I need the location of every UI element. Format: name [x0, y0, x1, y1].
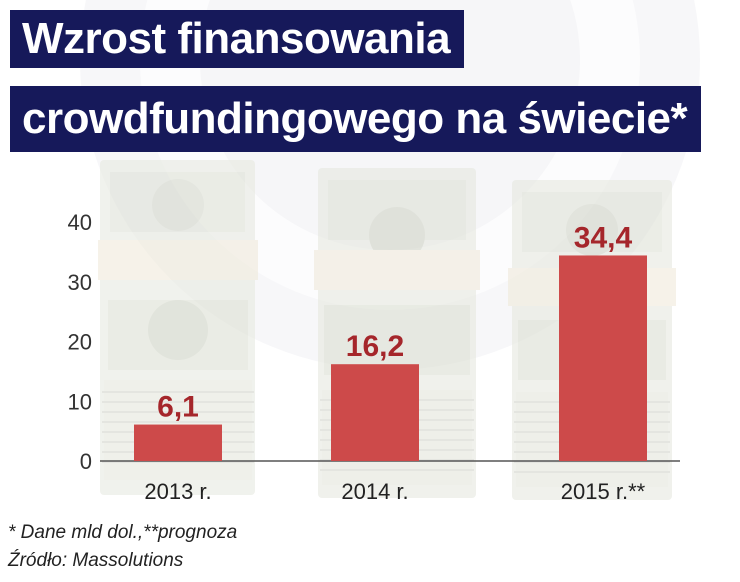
- data-labels-group: 6,1 16,2 34,4: [157, 221, 632, 423]
- chart-title-line-1: Wzrost finansowania: [10, 10, 465, 68]
- bar: [331, 364, 419, 461]
- bar: [134, 424, 222, 461]
- bar-value-label: 34,4: [574, 221, 633, 254]
- category-labels-group: 2013 r. 2014 r. 2015 r.**: [144, 479, 645, 504]
- x-category-label: 2014 r.: [341, 479, 408, 504]
- bar: [559, 255, 647, 461]
- bars-group: [134, 255, 647, 461]
- x-category-label: 2015 r.**: [561, 479, 646, 504]
- footnote-units: * Dane mld dol.,**prognoza: [8, 522, 238, 543]
- y-tick-label: 30: [68, 270, 92, 295]
- chart-title-line-2: crowdfundingowego na świecie*: [10, 86, 702, 152]
- bar-value-label: 16,2: [346, 330, 404, 363]
- bar-value-label: 6,1: [157, 391, 199, 424]
- y-tick-label: 10: [68, 389, 92, 414]
- y-tick-label: 0: [80, 449, 92, 474]
- x-category-label: 2013 r.: [144, 479, 211, 504]
- footnote-source: Źródło: Massolutions: [8, 550, 184, 571]
- y-tick-label: 40: [68, 210, 92, 235]
- y-axis-ticks: 0 10 20 30 40: [68, 210, 92, 474]
- y-tick-label: 20: [68, 330, 92, 355]
